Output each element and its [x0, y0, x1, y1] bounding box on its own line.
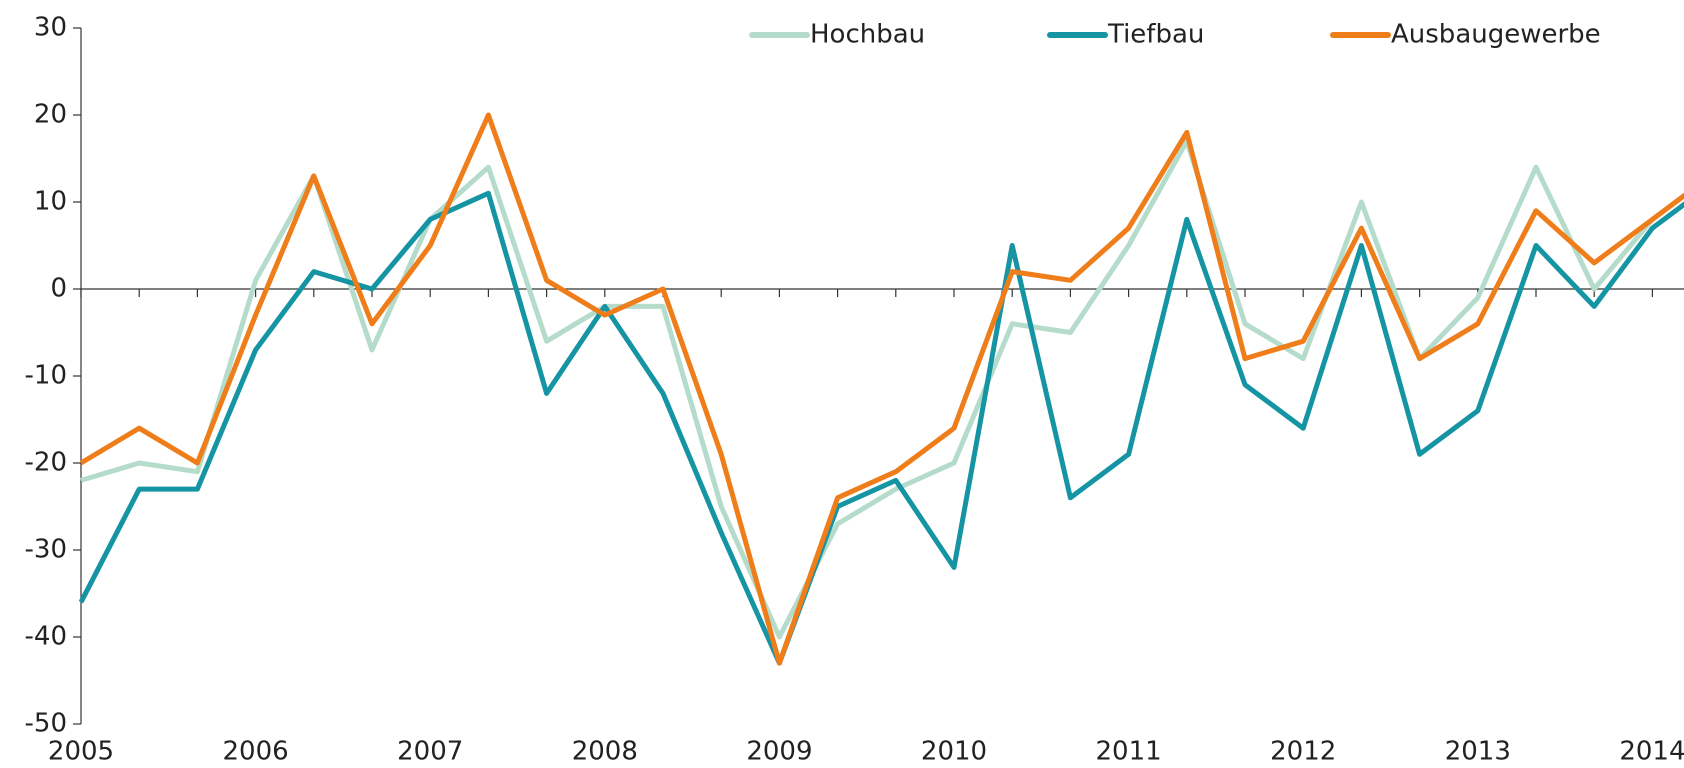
y-tick-label: -50: [25, 709, 67, 739]
x-tick-label: 2011: [1096, 737, 1162, 767]
x-tick-label: 2014: [1619, 737, 1684, 767]
series-line: [80, 138, 1684, 640]
y-tick-label: -20: [25, 448, 67, 478]
y-tick-label: 30: [34, 13, 67, 43]
y-tick-label: -30: [25, 535, 67, 565]
y-tick-label: 20: [34, 100, 67, 130]
plot-area: [78, 112, 1684, 666]
y-tick-label: 10: [34, 187, 67, 217]
legend-label: Tiefbau: [1107, 20, 1204, 50]
x-tick-label: 2007: [397, 737, 463, 767]
legend-label: Hochbau: [810, 20, 925, 50]
y-tick-label: -40: [25, 622, 67, 652]
series-line: [79, 112, 1684, 666]
x-tick-label: 2008: [572, 737, 638, 767]
x-tick-label: 2006: [223, 737, 289, 767]
x-tick-label: 2005: [48, 737, 114, 767]
y-tick-label: -10: [25, 361, 67, 391]
x-tick-label: 2010: [921, 737, 987, 767]
x-tick-label: 2013: [1445, 737, 1511, 767]
y-tick-label: 0: [50, 274, 67, 304]
legend-label: Ausbaugewerbe: [1391, 20, 1601, 50]
series-line: [78, 190, 1684, 666]
x-tick-label: 2009: [746, 737, 812, 767]
x-tick-label: 2012: [1270, 737, 1336, 767]
